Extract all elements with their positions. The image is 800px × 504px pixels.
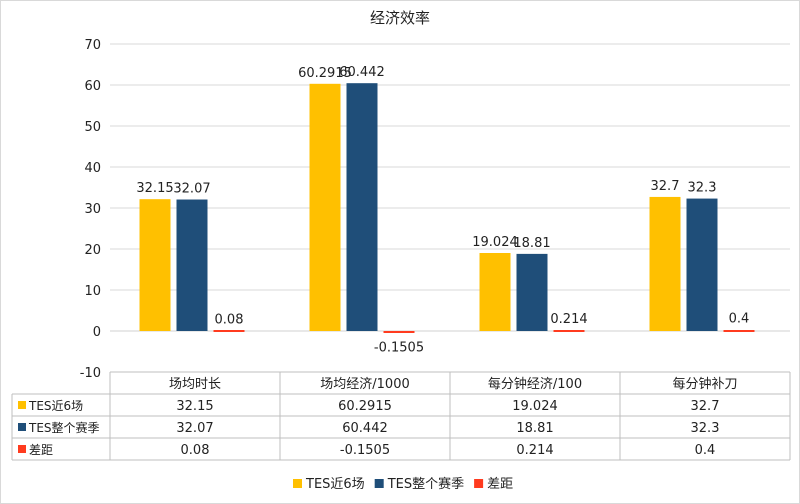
data-label: -0.1505 [374,341,424,356]
data-label: 0.4 [729,311,750,326]
data-label: 32.15 [136,181,173,196]
y-tick-label: 0 [93,325,101,340]
table-cell: 18.81 [516,421,553,436]
y-tick-label: 60 [84,79,101,94]
table-cell: 0.4 [695,443,716,458]
legend-label: 差距 [487,477,513,492]
table-series-label: TES整个赛季 [28,420,100,435]
bar [479,253,511,331]
bar [139,199,171,331]
data-label: 0.214 [550,312,587,327]
table-cell: 0.214 [516,443,553,458]
bar [213,330,245,332]
table-category-header: 场均经济/1000 [320,377,409,392]
y-tick-label: 10 [84,284,101,299]
table-cell: 32.7 [691,399,720,414]
table-cell: 60.442 [342,421,388,436]
bar [686,198,718,331]
y-tick-label: 70 [84,38,101,53]
table-legend-key [18,423,26,431]
table-category-header: 场均时长 [169,377,221,392]
table-category-header: 每分钟经济/100 [488,376,582,392]
y-tick-label: 50 [84,120,101,135]
table-legend-key [18,445,26,453]
bar [309,83,341,332]
table-cell: 32.07 [176,421,213,436]
data-label: 0.08 [215,313,244,328]
y-tick-label: 30 [84,202,101,217]
bar [516,253,548,331]
bar [649,196,681,331]
data-label: 60.2915 [298,66,352,81]
data-label: 32.7 [651,179,680,194]
table-cell: 32.15 [176,399,213,414]
table-cell: -0.1505 [340,443,390,458]
table-category-header: 每分钟补刀 [672,376,737,392]
table-cell: 0.08 [181,443,210,458]
legend-swatch [293,479,302,488]
table-series-label: TES近6场 [28,399,83,413]
legend-swatch [374,479,384,488]
data-label: 32.3 [688,181,717,196]
table-cell: 32.3 [691,421,720,436]
bar [723,330,755,332]
table-cell: 19.024 [512,399,558,414]
y-tick-label: -10 [80,366,101,381]
legend-label: TES整个赛季 [387,476,464,492]
y-tick-label: 20 [84,243,101,258]
table-series-label: 差距 [29,443,53,457]
chart-title: 经济效率 [370,9,430,27]
data-label: 19.024 [472,235,518,250]
data-label: 32.07 [173,182,210,197]
bar [176,199,208,331]
y-tick-label: 40 [84,161,101,176]
bar [383,331,415,333]
table-cell: 60.2915 [338,399,392,414]
legend-label: TES近6场 [305,477,365,492]
legend-swatch [474,479,484,488]
table-legend-key [18,401,26,409]
data-label: 60.442 [339,65,385,80]
bar [346,83,378,331]
bar [553,330,585,332]
data-label: 18.81 [513,236,550,251]
